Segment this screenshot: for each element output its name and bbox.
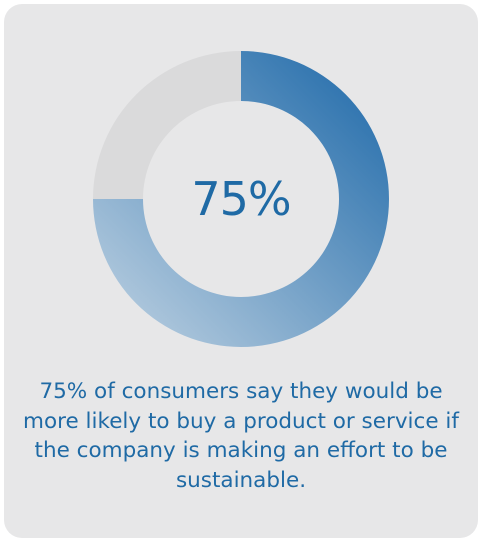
statistic-caption: 75% of consumers say they would be more … <box>23 379 459 493</box>
donut-slice-filled <box>93 51 389 347</box>
donut-slice-remaining <box>93 51 241 199</box>
infographic-card: 75% 75% of consumers say they would be m… <box>4 4 478 538</box>
center-percentage: 75% <box>191 172 291 226</box>
donut-chart <box>93 51 389 347</box>
